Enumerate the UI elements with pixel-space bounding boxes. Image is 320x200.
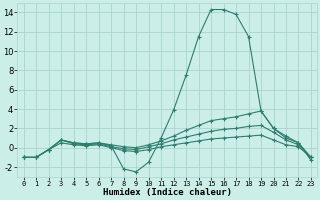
X-axis label: Humidex (Indice chaleur): Humidex (Indice chaleur) — [103, 188, 232, 197]
